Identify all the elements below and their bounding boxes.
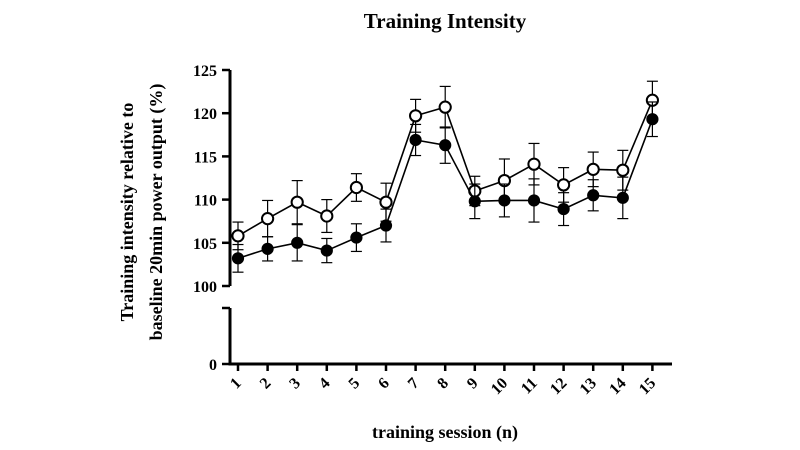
x-tick-label: 10 <box>488 375 511 398</box>
filled-circle-point <box>291 236 304 249</box>
y-tick-label: 105 <box>193 236 217 253</box>
open-circle-point <box>557 178 571 192</box>
x-tick-label: 5 <box>346 375 364 393</box>
series-layer <box>231 80 660 273</box>
y-tick-label: 115 <box>194 149 217 166</box>
x-tick-label: 11 <box>518 375 541 398</box>
open-circle-point <box>586 162 600 176</box>
open-circle-point <box>290 195 304 209</box>
x-tick-label: 13 <box>577 375 600 398</box>
y-axis-label: Training intensity relative to baseline … <box>117 84 167 341</box>
filled-circle-point <box>350 231 363 244</box>
filled-circle-point <box>616 191 629 204</box>
open-circle-point <box>349 180 363 195</box>
filled-circle-point <box>498 194 511 207</box>
y-tick-label: 100 <box>193 279 217 296</box>
open-circle-point <box>320 209 334 223</box>
filled-circle-point <box>527 194 541 207</box>
filled-circle-point <box>261 242 274 255</box>
x-tick-label: 7 <box>405 375 423 393</box>
y-tick-label: 0 <box>209 357 217 374</box>
filled-circle-point <box>320 244 333 257</box>
filled-circle-point <box>409 133 422 147</box>
filled-circle-point <box>468 195 481 208</box>
open-circle-point <box>527 157 541 171</box>
x-tick-label: 3 <box>286 375 304 393</box>
x-tick-label: 8 <box>434 375 452 393</box>
series-1 <box>231 80 660 251</box>
filled-circle-point <box>646 113 659 126</box>
x-tick-label: 15 <box>636 375 659 398</box>
filled-circle-point <box>379 219 393 232</box>
filled-circle-point <box>231 252 245 265</box>
x-tick-label: 9 <box>464 375 482 393</box>
x-tick-label: 2 <box>257 375 275 393</box>
filled-circle-point <box>557 203 570 216</box>
y-tick-label: 120 <box>193 106 217 123</box>
open-circle-point <box>616 163 630 177</box>
open-circle-point <box>379 195 393 209</box>
series-2 <box>231 101 659 273</box>
x-tick-label: 14 <box>606 375 629 398</box>
y-tick-label: 110 <box>194 193 217 210</box>
y-axis-label-line-2: baseline 20min power output (%) <box>146 84 167 341</box>
open-circle-point <box>409 109 423 123</box>
filled-circle-point <box>587 189 600 202</box>
open-circle-point <box>261 212 275 226</box>
y-axis-label-line-1: Training intensity relative to <box>117 103 137 322</box>
open-circle-point <box>438 100 452 114</box>
x-tick-label: 6 <box>375 375 393 393</box>
y-tick-label: 125 <box>193 63 217 80</box>
open-circle-point <box>231 229 245 243</box>
x-tick-label: 1 <box>227 375 245 393</box>
x-tick-label: 4 <box>316 375 334 393</box>
x-axis-label: training session (n) <box>372 422 518 443</box>
x-tick-label: 12 <box>547 375 570 398</box>
filled-circle-point <box>439 139 452 152</box>
chart-title: Training Intensity <box>364 9 527 33</box>
